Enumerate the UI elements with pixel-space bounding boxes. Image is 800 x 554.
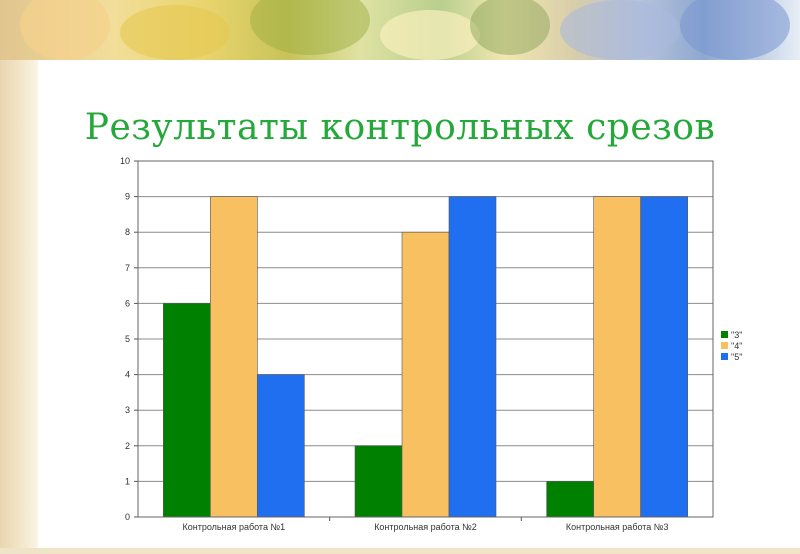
bar	[354, 445, 403, 518]
chart-bars	[163, 196, 688, 518]
legend-item: "3"	[721, 329, 742, 340]
y-tick-label: 2	[125, 441, 130, 451]
x-category-label: Контрольная работа №2	[374, 522, 477, 532]
y-tick-label: 10	[120, 156, 130, 166]
y-tick-label: 8	[125, 227, 130, 237]
bar	[593, 196, 641, 518]
y-tick-label: 9	[125, 192, 130, 202]
bar	[640, 196, 688, 518]
bar	[163, 303, 211, 518]
y-tick-label: 1	[125, 476, 130, 486]
legend-label: "4"	[731, 340, 743, 351]
bar	[448, 196, 497, 518]
y-tick-label: 5	[125, 334, 130, 344]
bar	[401, 231, 450, 518]
bar	[257, 374, 305, 518]
decorative-left-strip	[0, 0, 38, 554]
y-tick-label: 6	[125, 298, 130, 308]
y-tick-label: 7	[125, 263, 130, 273]
y-tick-label: 3	[125, 405, 130, 415]
bar	[546, 481, 594, 518]
legend-label: "3"	[731, 329, 743, 340]
decorative-bottom-strip	[0, 548, 800, 554]
x-category-label: Контрольная работа №1	[183, 522, 286, 532]
decorative-leaf-banner	[0, 0, 800, 60]
y-tick-label: 4	[125, 370, 130, 380]
chart-axes: 0 1 2 3 4 5 6 7 8 9 10 Контрольная работа №1 Контрол…	[120, 156, 714, 532]
plot-area-border	[137, 160, 714, 518]
legend-item: "5"	[721, 351, 742, 362]
x-category-label: Контрольная работа №3	[566, 522, 669, 532]
slide-title: Результаты контрольных срезов	[84, 107, 716, 148]
y-tick-label: 0	[125, 512, 130, 522]
chart-legend: "3" "4" "5"	[721, 329, 742, 362]
bar	[210, 196, 258, 518]
legend-item: "4"	[721, 340, 742, 351]
legend-swatch	[721, 331, 728, 338]
legend-swatch	[721, 353, 728, 360]
legend-swatch	[721, 342, 728, 349]
legend-label: "5"	[731, 351, 743, 362]
